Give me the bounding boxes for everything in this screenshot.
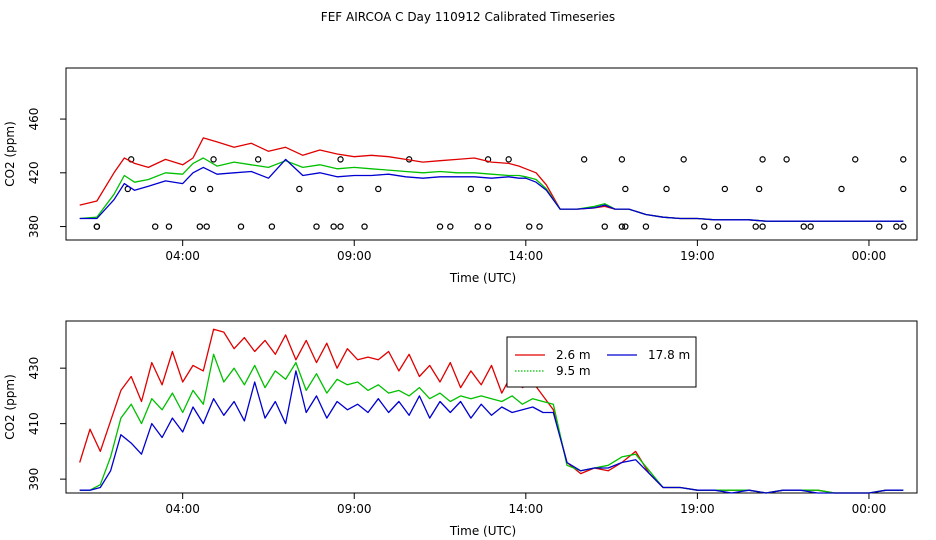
top-marker-point	[900, 156, 907, 163]
top-marker-point	[680, 156, 687, 163]
top-marker-point	[484, 223, 492, 230]
top-marker-point	[484, 156, 492, 163]
top-x-tick-label: 14:00	[509, 249, 544, 263]
top-marker-point	[467, 185, 475, 193]
top-marker-point	[893, 223, 900, 230]
top-marker-point	[838, 185, 845, 193]
top-markers	[93, 156, 907, 230]
bottom-x-tick-label: 00:00	[852, 502, 887, 516]
top-marker-point	[203, 223, 210, 230]
top-marker-point	[330, 223, 337, 230]
top-marker-point	[210, 156, 217, 163]
top-marker-point	[807, 223, 814, 230]
legend: 2.6 m 17.8 m 9.5 m	[506, 336, 697, 388]
top-marker-point	[752, 223, 759, 230]
top-x-axis-label: Time (UTC)	[449, 271, 516, 285]
top-marker-point	[474, 223, 481, 230]
bottom-panel: 04:00 09:00 14:00 19:00 00:00 390 410 430 Time …	[3, 320, 918, 538]
bottom-series-17-8-m	[79, 370, 904, 494]
top-plot-frame	[65, 67, 918, 241]
top-marker-point	[152, 223, 159, 230]
top-marker-point	[337, 223, 344, 230]
top-y-tick-label: 420	[27, 161, 41, 184]
top-marker-point	[206, 185, 214, 193]
top-marker-point	[361, 223, 368, 230]
bottom-x-tick-label: 04:00	[165, 502, 200, 516]
top-marker-point	[783, 156, 790, 163]
top-marker-point	[484, 185, 492, 193]
top-marker-point	[663, 185, 670, 193]
top-marker-point	[165, 223, 173, 230]
top-marker-point	[447, 223, 454, 230]
top-marker-point	[755, 185, 763, 193]
legend-label-9-5m: 9.5 m	[556, 364, 591, 378]
top-marker-point	[759, 223, 766, 230]
top-series-2-6-m	[79, 137, 904, 222]
top-marker-point	[876, 223, 883, 230]
top-x-tick-label: 00:00	[852, 249, 887, 263]
top-marker-point	[642, 223, 650, 230]
bottom-x-tick-label: 09:00	[337, 502, 372, 516]
top-marker-point	[580, 156, 588, 163]
bottom-x-tick-label: 14:00	[509, 502, 544, 516]
legend-label-2-6m: 2.6 m	[556, 348, 591, 362]
legend-label-17-8m: 17.8 m	[648, 348, 690, 362]
top-marker-point	[900, 223, 907, 230]
top-marker-point	[601, 223, 608, 230]
top-marker-point	[196, 223, 204, 230]
top-x-tick-label: 04:00	[165, 249, 200, 263]
bottom-y-tick-label: 430	[27, 357, 41, 380]
top-x-tick-label: 09:00	[337, 249, 372, 263]
top-marker-point	[759, 156, 766, 163]
bottom-axes: 04:00 09:00 14:00 19:00 00:00 390 410 430	[27, 357, 886, 516]
bottom-x-tick-label: 19:00	[680, 502, 715, 516]
top-marker-point	[622, 185, 629, 193]
top-marker-point	[900, 185, 907, 193]
top-marker-point	[337, 185, 344, 193]
legend-box	[506, 336, 697, 388]
bottom-y-tick-label: 410	[27, 412, 41, 435]
top-marker-point	[254, 156, 262, 163]
top-marker-point	[536, 223, 543, 230]
top-marker-point	[313, 223, 320, 230]
bottom-series-2-6-m	[79, 328, 904, 494]
top-marker-point	[93, 223, 101, 230]
top-marker-point	[237, 223, 245, 230]
top-marker-point	[375, 185, 382, 193]
top-panel: 04:00 09:00 14:00 19:00 00:00 380 420 460 Time …	[3, 67, 918, 285]
bottom-x-axis-label: Time (UTC)	[449, 524, 516, 538]
top-y-axis-label: CO2 (ppm)	[3, 121, 17, 187]
top-marker-point	[800, 223, 807, 230]
top-y-tick-label: 380	[27, 215, 41, 238]
top-x-tick-label: 19:00	[680, 249, 715, 263]
bottom-y-tick-label: 390	[27, 468, 41, 491]
top-marker-point	[714, 223, 722, 230]
bottom-series-lines	[79, 328, 904, 494]
top-series-lines	[79, 137, 904, 222]
top-marker-point	[618, 156, 626, 163]
top-marker-point	[852, 156, 859, 163]
top-marker-point	[721, 185, 729, 193]
top-marker-point	[618, 223, 626, 230]
top-axes: 04:00 09:00 14:00 19:00 00:00 380 420 460	[27, 108, 886, 263]
top-marker-point	[296, 185, 303, 193]
top-marker-point	[622, 223, 629, 230]
top-marker-point	[189, 185, 197, 193]
figure-title: FEF AIRCOA C Day 110912 Calibrated Times…	[321, 10, 615, 24]
top-series-17-8-m	[79, 158, 904, 222]
bottom-y-axis-label: CO2 (ppm)	[3, 374, 17, 440]
top-marker-point	[701, 223, 708, 230]
top-marker-point	[337, 156, 344, 163]
top-y-tick-label: 460	[27, 108, 41, 131]
top-marker-point	[505, 156, 512, 163]
top-marker-point	[526, 223, 533, 230]
top-marker-point	[436, 223, 444, 230]
top-marker-point	[268, 223, 276, 230]
